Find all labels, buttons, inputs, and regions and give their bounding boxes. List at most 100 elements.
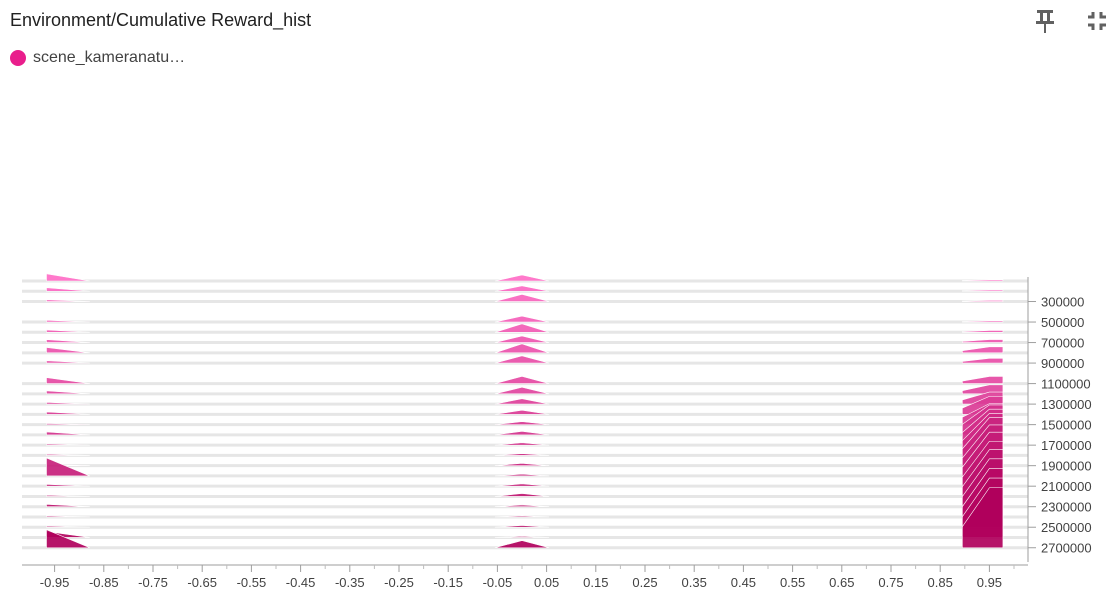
x-tick-label: 0.35: [682, 575, 707, 590]
histogram-bin: [46, 525, 90, 528]
histogram-bin: [962, 300, 1004, 302]
histogram-bin: [494, 453, 550, 456]
x-tick-label: -0.65: [187, 575, 217, 590]
x-tick-label: 0.85: [928, 575, 953, 590]
x-tick-label: -0.85: [89, 575, 119, 590]
histogram-bin: [962, 330, 1004, 333]
x-tick-label: 0.65: [829, 575, 854, 590]
legend-swatch: [10, 50, 26, 66]
histogram-bin: [494, 274, 550, 282]
histogram-bin: [494, 504, 550, 508]
legend-label: scene_kameranatu…: [33, 49, 186, 66]
histogram-bin: [46, 347, 90, 354]
histogram-bin: [494, 540, 550, 549]
histogram-bin: [46, 484, 90, 487]
histogram-bin: [494, 398, 550, 405]
histogram-bin: [46, 423, 90, 425]
histogram-bin: [494, 285, 550, 292]
x-axis: -0.95 -0.85 -0.75 -0.65 -0.55 -0.45 -0.35 -0.25…: [22, 564, 1028, 590]
histogram-bin: [46, 377, 90, 384]
histogram-bin: [46, 515, 90, 518]
legend: scene_kameranatu…: [10, 49, 185, 67]
histogram-bin: [962, 357, 1004, 364]
x-tick-label: 0.55: [780, 575, 805, 590]
y-tick-label: 900000: [1041, 356, 1084, 371]
histogram-bin: [46, 273, 90, 282]
y-tick-label: 1300000: [1041, 397, 1092, 412]
histogram-bin: [494, 335, 550, 343]
x-tick-label: -0.25: [384, 575, 414, 590]
histogram-bin: [494, 462, 550, 466]
histogram-bin: [494, 493, 550, 497]
x-tick-label: -0.05: [483, 575, 513, 590]
y-tick-label: 500000: [1041, 315, 1084, 330]
histogram-bin: [46, 339, 90, 343]
histogram-bin: [494, 355, 550, 364]
histogram-bin: [962, 289, 1004, 292]
histogram-bin: [494, 535, 550, 538]
y-tick-label: 1900000: [1041, 459, 1092, 474]
y-axis: 300000 500000 700000 900000 1100000 1300000 15…: [1027, 277, 1092, 562]
y-tick-label: 300000: [1041, 295, 1084, 310]
y-tick-label: 1100000: [1041, 377, 1091, 392]
x-tick-label: 0.75: [878, 575, 903, 590]
histogram-bin: [46, 431, 90, 436]
histogram-bin: [46, 453, 90, 456]
histogram-bin: [494, 323, 550, 333]
y-tick-label: 700000: [1041, 336, 1084, 351]
histogram-bin: [494, 421, 550, 425]
fullscreen-exit-icon[interactable]: [1084, 6, 1110, 36]
histogram-bin: [46, 319, 90, 323]
x-tick-label: -0.15: [433, 575, 463, 590]
histogram-bin: [494, 515, 550, 518]
histogram-bin: [494, 376, 550, 384]
x-tick-label: 0.15: [583, 575, 608, 590]
histogram-bin: [46, 360, 90, 364]
histogram-bin: [494, 473, 550, 477]
y-tick-label: 1500000: [1041, 418, 1092, 433]
histogram-bin: [494, 315, 550, 323]
y-tick-label: 2100000: [1041, 479, 1092, 494]
x-tick-label: 0.25: [632, 575, 657, 590]
x-tick-label: -0.55: [237, 575, 267, 590]
x-tick-label: 0.95: [977, 575, 1002, 590]
x-tick-label: -0.95: [40, 575, 70, 590]
histogram-bin: [46, 494, 90, 497]
histogram-bin: [962, 279, 1004, 282]
histogram-bin: [494, 294, 550, 302]
histogram-bin: [962, 346, 1004, 354]
x-tick-label: 0.45: [731, 575, 756, 590]
pin-icon[interactable]: [1032, 6, 1058, 36]
histogram-bin: [962, 320, 1004, 323]
histogram-bin: [46, 287, 90, 292]
histogram-rows: [22, 273, 1028, 550]
histogram-bin: [494, 525, 550, 528]
histogram-bin: [962, 487, 1004, 549]
histogram-bin: [494, 483, 550, 487]
histogram-bin: [962, 339, 1004, 343]
histogram-bin: [46, 411, 90, 415]
y-tick-label: 2500000: [1041, 520, 1092, 535]
histogram-bin: [46, 529, 90, 549]
histogram-bin: [46, 457, 90, 477]
histogram-bin: [46, 443, 90, 446]
x-tick-label: -0.45: [286, 575, 316, 590]
chart-title: Environment/Cumulative Reward_hist: [10, 10, 312, 30]
histogram-bin: [46, 401, 90, 405]
histogram-bin: [46, 503, 90, 508]
histogram-bin: [494, 430, 550, 436]
histogram-bin: [494, 442, 550, 446]
histogram-bin: [46, 329, 90, 333]
x-tick-label: -0.75: [138, 575, 168, 590]
histogram-bin: [46, 390, 90, 395]
histogram-bin: [494, 343, 550, 354]
histogram-bin: [962, 376, 1004, 384]
x-tick-label: -0.35: [335, 575, 365, 590]
histogram-bin: [46, 299, 90, 302]
y-tick-label: 2300000: [1041, 500, 1092, 515]
x-tick-label: 0.05: [534, 575, 559, 590]
histogram-bin: [494, 409, 550, 415]
histogram-bin: [494, 386, 550, 395]
y-tick-label: 2700000: [1041, 541, 1092, 556]
